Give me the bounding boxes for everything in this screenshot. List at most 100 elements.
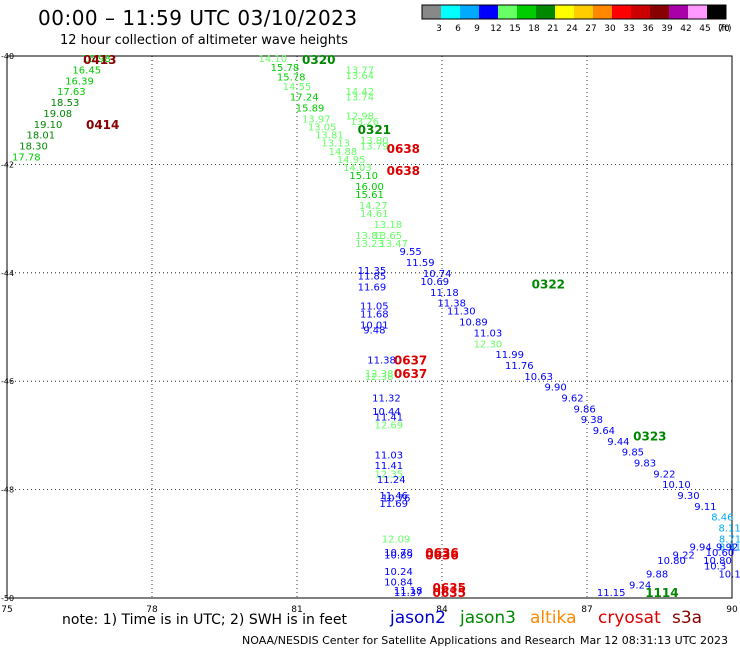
map-title: 00:00 – 11:59 UTC 03/10/2023 — [38, 6, 358, 30]
y-tick-label: -50 — [1, 594, 14, 603]
swh-value: 10.69 — [420, 277, 449, 288]
swh-value: 15.61 — [355, 190, 384, 201]
swh-value: 9.90 — [544, 383, 566, 394]
swh-value: 17.78 — [12, 152, 41, 163]
swh-value: 8.11 — [718, 524, 740, 535]
legend-swatch — [593, 5, 612, 19]
swh-value: 15.78 — [277, 73, 306, 84]
swh-value: 9.83 — [634, 459, 656, 470]
pass-time-label: 0637 — [394, 354, 427, 368]
swh-value: 11.76 — [505, 361, 534, 372]
pass-time-label: 0638 — [387, 164, 420, 178]
legend-label: 33 — [623, 24, 634, 34]
satellite-s3a: s3a — [672, 608, 703, 628]
legend-unit: (ft) — [718, 24, 732, 34]
legend-label: 36 — [642, 24, 654, 34]
satellite-jason3: jason3 — [460, 608, 516, 628]
pass-time-label: 0414 — [86, 118, 119, 132]
swh-value: 11.85 — [358, 272, 387, 283]
swh-value: 11.03 — [474, 328, 503, 339]
y-tick-label: -44 — [1, 269, 14, 278]
swh-value: 15.78 — [271, 63, 300, 74]
legend-swatch — [517, 5, 536, 19]
swh-value: 15.10 — [349, 171, 378, 182]
swh-value: 11.03 — [375, 450, 404, 461]
swh-value: 13.65 — [374, 231, 403, 242]
swh-value: 16.39 — [65, 76, 94, 87]
pass-time-label: 0320 — [302, 53, 335, 67]
legend-swatch — [422, 5, 441, 19]
swh-value: 14.95 — [337, 155, 366, 166]
swh-value: 10.78 — [384, 548, 413, 559]
swh-value: 11.32 — [372, 393, 401, 404]
credit-line: NOAA/NESDIS Center for Satellite Applica… — [242, 634, 576, 647]
satellite-jason2: jason2 — [390, 608, 446, 628]
legend-label: 15 — [509, 24, 520, 34]
map-subtitle: 12 hour collection of altimeter wave hei… — [60, 33, 348, 48]
swh-value: 14.03 — [343, 163, 372, 174]
swh-value: 10.89 — [459, 318, 488, 329]
legend-swatch — [555, 5, 574, 19]
y-tick-label: -40 — [1, 52, 14, 61]
swh-value: 8.71 — [719, 534, 740, 545]
swh-value: 11.69 — [358, 282, 387, 293]
swh-value: 13.77 — [346, 66, 375, 77]
swh-value: 9.44 — [607, 437, 629, 448]
swh-value: 9.62 — [561, 393, 583, 404]
swh-value: 10.76 — [382, 494, 411, 505]
swh-value: 10.80 — [657, 556, 686, 567]
swh-value: 11.41 — [375, 412, 404, 423]
swh-value: 14.55 — [283, 82, 312, 93]
satellite-cryosat: cryosat — [598, 608, 661, 628]
legend-label: 18 — [528, 24, 540, 34]
swh-value: 12.38 — [365, 372, 394, 383]
swh-value: 17.24 — [290, 93, 319, 104]
swh-value: 11.41 — [375, 461, 404, 472]
swh-value: 9.88 — [646, 570, 668, 581]
swh-value: 14.42 — [346, 87, 375, 98]
swh-value: 11.38 — [437, 299, 466, 310]
swh-value: 9.24 — [629, 580, 651, 591]
swh-value: 19.10 — [34, 120, 63, 131]
swh-value: 10.63 — [524, 372, 553, 383]
swh-value: 9.22 — [673, 551, 695, 562]
pass-time-label: 0638 — [387, 142, 420, 156]
legend-label: 6 — [455, 24, 461, 34]
legend-label: 70 — [718, 24, 730, 34]
y-tick-label: -48 — [1, 486, 14, 495]
swh-value: 10.44 — [372, 407, 401, 418]
swh-value: 13.81 — [315, 131, 344, 142]
legend-swatch — [479, 5, 498, 19]
swh-value: 11.37 — [394, 588, 423, 599]
legend-swatch — [536, 5, 555, 19]
legend-swatch — [498, 5, 517, 19]
swh-value: 11.59 — [406, 258, 435, 269]
swh-value: 10.84 — [384, 578, 413, 589]
pass-time-label: 0636 — [425, 546, 458, 560]
swh-value: 11.46 — [379, 491, 408, 502]
x-tick-label: 90 — [726, 605, 738, 615]
map-frame — [6, 55, 733, 599]
swh-value: 10.1 — [718, 570, 740, 581]
pass-time-label: 0321 — [358, 123, 391, 137]
swh-value: 14.27 — [359, 201, 388, 212]
swh-value: 10.60 — [706, 548, 735, 559]
x-tick-label: 87 — [581, 605, 592, 615]
swh-value: 13.79 — [360, 141, 389, 152]
swh-value: 13.80 — [360, 136, 389, 147]
swh-value: 13.81 — [355, 231, 384, 242]
legend-swatch — [650, 5, 669, 19]
swh-value: 11.24 — [377, 475, 406, 486]
swh-value: 11.69 — [379, 499, 408, 510]
swh-value: 13.18 — [374, 220, 403, 231]
pass-time-label: 0322 — [532, 278, 565, 292]
swh-value: 13.64 — [346, 71, 375, 82]
swh-value: 16.98 — [82, 54, 111, 65]
swh-value: 8.46 — [711, 513, 733, 524]
swh-value: 11.99 — [495, 350, 524, 361]
swh-value: 10.01 — [360, 320, 389, 331]
legend-swatch — [441, 5, 460, 19]
y-tick-label: -42 — [1, 160, 14, 169]
swh-value: 12.69 — [375, 421, 404, 432]
x-tick-label: 78 — [146, 605, 158, 615]
